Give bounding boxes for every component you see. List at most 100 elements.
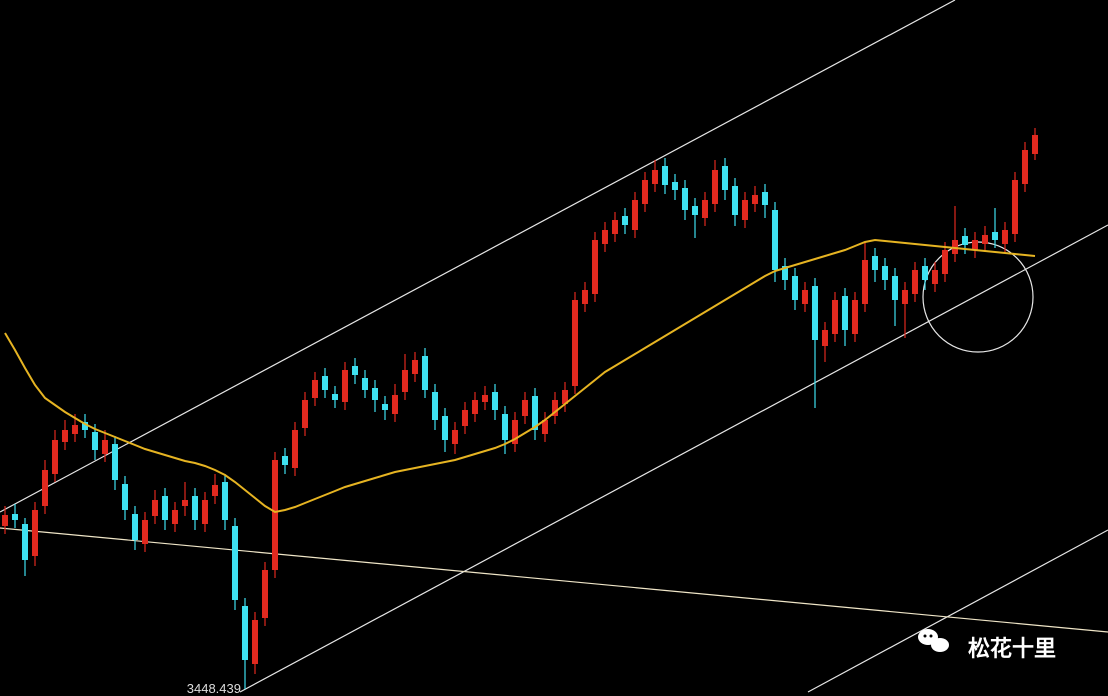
candle-body <box>962 236 968 245</box>
lower-channel <box>807 529 1108 693</box>
candle-body <box>912 270 918 294</box>
candle-body <box>502 414 508 440</box>
candle-body <box>872 256 878 270</box>
candle-body <box>32 510 38 556</box>
candle-body <box>342 370 348 402</box>
candle-body <box>642 180 648 204</box>
candle-body <box>722 166 728 190</box>
candle-body <box>632 200 638 230</box>
candle-body <box>922 266 928 280</box>
candle-body <box>842 296 848 330</box>
candle-body <box>12 514 18 520</box>
candle-body <box>852 300 858 334</box>
candle-body <box>372 388 378 400</box>
candle-body <box>552 400 558 416</box>
candle-body <box>42 470 48 506</box>
candle-body <box>612 220 618 234</box>
moving-average <box>4 238 1036 514</box>
candle-body <box>2 515 8 526</box>
candle-body <box>142 520 148 544</box>
candle-body <box>532 396 538 430</box>
candle-body <box>402 370 408 392</box>
candle-body <box>122 484 128 510</box>
candle-body <box>732 186 738 215</box>
candle-body <box>932 270 938 284</box>
candle-body <box>902 290 908 304</box>
candle-body <box>562 390 568 404</box>
candle-body <box>692 206 698 215</box>
candle-body <box>382 404 388 410</box>
candle-body <box>522 400 528 416</box>
candle-body <box>652 170 658 184</box>
candle-body <box>662 166 668 185</box>
candle-body <box>302 400 308 428</box>
candle-body <box>392 395 398 414</box>
candle-body <box>762 192 768 205</box>
candle-body <box>252 620 258 664</box>
candle-body <box>482 395 488 402</box>
middle-channel <box>239 224 1108 693</box>
candle-body <box>892 276 898 300</box>
candle-body <box>992 232 998 240</box>
highlight-circle <box>922 241 1034 353</box>
candle-body <box>72 425 78 434</box>
watermark: 松花十里 <box>918 629 1056 662</box>
candle-body <box>782 266 788 280</box>
candle-body <box>22 524 28 560</box>
candle-body <box>792 276 798 300</box>
support-line <box>0 527 1108 633</box>
candle-body <box>272 460 278 570</box>
candle-body <box>262 570 268 618</box>
candle-body <box>812 286 818 340</box>
candle-body <box>422 356 428 390</box>
candle-body <box>362 378 368 390</box>
watermark-text: 松花十里 <box>968 636 1056 662</box>
candle-body <box>292 430 298 468</box>
candle-body <box>472 400 478 414</box>
candle-body <box>352 366 358 375</box>
candle-body <box>332 394 338 400</box>
candle-body <box>322 376 328 390</box>
candle-body <box>62 430 68 442</box>
candle-body <box>102 440 108 454</box>
candle-body <box>172 510 178 524</box>
candle-body <box>822 330 828 346</box>
candle-body <box>492 392 498 410</box>
candle-body <box>82 422 88 430</box>
candle-body <box>152 500 158 516</box>
candle-body <box>582 290 588 304</box>
candle-body <box>982 235 988 244</box>
candle-body <box>52 440 58 474</box>
candle-body <box>242 606 248 660</box>
candle-body <box>452 430 458 444</box>
candle-body <box>212 485 218 496</box>
candle-body <box>222 482 228 520</box>
candle-body <box>592 240 598 294</box>
candle-body <box>542 420 548 434</box>
candle-body <box>412 360 418 374</box>
candle-body <box>712 170 718 204</box>
candle-body <box>972 240 978 250</box>
candle-body <box>682 188 688 210</box>
candle-body <box>1002 230 1008 244</box>
candle-body <box>462 410 468 426</box>
candle-body <box>92 432 98 450</box>
candle-body <box>862 260 868 304</box>
candle-body <box>752 195 758 204</box>
candle-body <box>622 216 628 225</box>
candle-body <box>232 526 238 600</box>
candle-body <box>112 444 118 480</box>
candle-body <box>942 250 948 274</box>
candle-body <box>132 514 138 540</box>
candle-body <box>282 456 288 465</box>
candle-body <box>182 500 188 506</box>
candle-body <box>602 230 608 244</box>
low-price-label: 3448.439 <box>187 681 241 696</box>
candle-body <box>1012 180 1018 234</box>
candle-body <box>572 300 578 386</box>
candle-body <box>192 496 198 520</box>
candle-body <box>672 182 678 190</box>
